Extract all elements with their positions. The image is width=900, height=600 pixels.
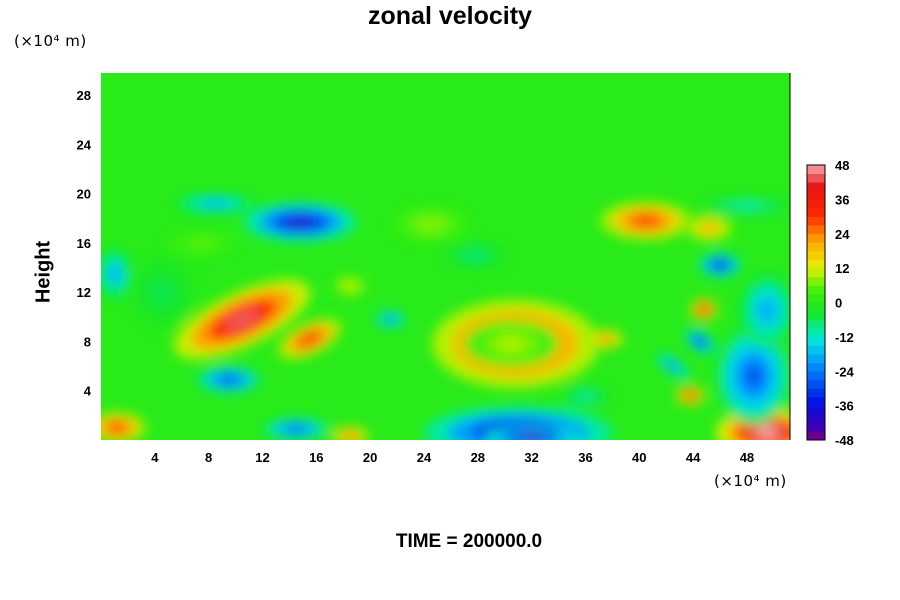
colorbar-band [807, 414, 825, 424]
colorbar-band [807, 250, 825, 260]
velocity-cell-20 [484, 426, 579, 440]
velocity-cell-31 [699, 197, 790, 215]
x-tick-label: 12 [255, 450, 269, 465]
colorbar-band [807, 422, 825, 432]
velocity-cell-21 [715, 326, 790, 426]
colorbar-band [807, 233, 825, 243]
colorbar-frame [806, 164, 826, 441]
x-axis-ticks: 4 8 12 16 20 24 28 32 36 40 44 48 [151, 450, 754, 465]
colorbar-band [807, 225, 825, 235]
y-tick-label: 16 [77, 236, 91, 251]
y-tick-label: 8 [84, 334, 91, 349]
colorbar-band [807, 182, 825, 192]
y-tick-label: 24 [77, 137, 92, 152]
x-tick-label: 24 [417, 450, 432, 465]
colorbar-band [807, 302, 825, 312]
colorbar-band [807, 259, 825, 269]
colorbar-band [807, 190, 825, 200]
colorbar-label: -12 [835, 330, 854, 345]
colorbar-band [807, 345, 825, 355]
velocity-cell-26 [262, 417, 330, 440]
velocity-cell-7 [685, 214, 734, 242]
velocity-field [101, 73, 790, 440]
colorbar-band [807, 173, 825, 183]
x-tick-label: 4 [151, 450, 159, 465]
colorbar-label: -36 [835, 399, 854, 414]
y-tick-label: 28 [77, 88, 91, 103]
velocity-cell-30 [558, 384, 613, 410]
velocity-cell-9 [675, 385, 706, 406]
colorbar-label: 0 [835, 296, 842, 311]
colorbar-band [807, 216, 825, 226]
colorbar-band [807, 276, 825, 286]
colorbar-label: 12 [835, 261, 849, 276]
colorbar-band [807, 328, 825, 338]
velocity-cell-27 [374, 310, 407, 328]
velocity-cell-28 [441, 240, 509, 271]
velocity-cell-18 [196, 366, 262, 394]
colorbar-label: -48 [835, 433, 854, 448]
colorbar-band [807, 199, 825, 209]
velocity-cell-4 [464, 320, 559, 368]
x-tick-label: 40 [632, 450, 646, 465]
velocity-cell-2 [331, 274, 369, 298]
colorbar-band [807, 165, 825, 174]
colorbar-band [807, 379, 825, 389]
colorbar-band [807, 431, 825, 441]
velocity-cell-14 [390, 204, 472, 245]
colorbar-label: 24 [835, 227, 850, 242]
colorbar-band [807, 362, 825, 372]
colorbar-label: -24 [835, 364, 855, 379]
colorbar-band [807, 293, 825, 303]
velocity-cell-29 [101, 249, 131, 299]
x-tick-label: 28 [471, 450, 485, 465]
x-tick-label: 48 [740, 450, 754, 465]
colorbar-band [807, 285, 825, 295]
velocity-cell-22 [740, 273, 790, 348]
velocity-cell-16 [243, 202, 357, 242]
x-tick-label: 8 [205, 450, 212, 465]
velocity-cell-0 [174, 279, 311, 360]
velocity-cell-15 [127, 255, 196, 330]
colorbar-band [807, 319, 825, 329]
colorbar-band [807, 371, 825, 381]
velocity-cell-24 [684, 328, 716, 355]
colorbar-band [807, 388, 825, 398]
colorbar-band [807, 336, 825, 346]
y-axis-unit: (×10⁴ m) [14, 32, 87, 50]
time-label: TIME = 200000.0 [395, 531, 543, 552]
x-tick-label: 16 [309, 450, 323, 465]
x-tick-label: 32 [524, 450, 538, 465]
velocity-cell-12 [329, 426, 371, 440]
y-tick-label: 12 [77, 285, 91, 300]
x-axis-unit: (×10⁴ m) [714, 472, 787, 490]
x-tick-label: 44 [686, 450, 701, 465]
y-tick-label: 4 [84, 384, 92, 399]
colorbar-band [807, 242, 825, 252]
x-tick-label: 36 [578, 450, 592, 465]
colorbar-band [807, 268, 825, 278]
chart-title: zonal velocity [368, 2, 532, 30]
velocity-cell-5 [586, 329, 625, 349]
colorbar-label: 48 [835, 158, 849, 173]
velocity-cell-13 [164, 230, 240, 256]
colorbar-band [807, 354, 825, 364]
velocity-cell-11 [101, 411, 147, 440]
colorbar-band [807, 397, 825, 407]
velocity-cell-8 [690, 298, 718, 321]
velocity-cell-6 [598, 201, 694, 241]
y-axis-ticks: 4 8 12 16 20 24 28 [77, 88, 92, 399]
velocity-cell-23 [698, 252, 742, 278]
colorbar: 48 36 24 12 0 -12 -24 -36 -48 [806, 158, 855, 448]
velocity-cell-25 [654, 352, 692, 380]
colorbar-label: 36 [835, 192, 849, 207]
x-tick-label: 20 [363, 450, 377, 465]
velocity-cell-17 [175, 193, 256, 214]
velocity-cell-1 [277, 318, 343, 360]
colorbar-band [807, 207, 825, 217]
colorbar-band [807, 405, 825, 415]
colorbar-band [807, 311, 825, 321]
y-tick-label: 20 [77, 187, 91, 202]
